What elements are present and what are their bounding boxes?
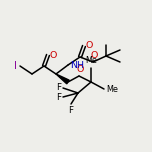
Text: O: O — [76, 65, 84, 74]
Text: O: O — [90, 51, 98, 60]
Text: NH: NH — [70, 60, 84, 69]
Text: O: O — [50, 50, 57, 59]
Text: Me: Me — [85, 56, 97, 65]
Text: I: I — [14, 61, 17, 71]
Text: F: F — [69, 106, 74, 115]
Text: F: F — [56, 83, 61, 93]
Text: F: F — [56, 93, 61, 102]
Text: Me: Me — [106, 85, 118, 93]
Text: O: O — [86, 41, 93, 50]
Polygon shape — [56, 74, 69, 84]
